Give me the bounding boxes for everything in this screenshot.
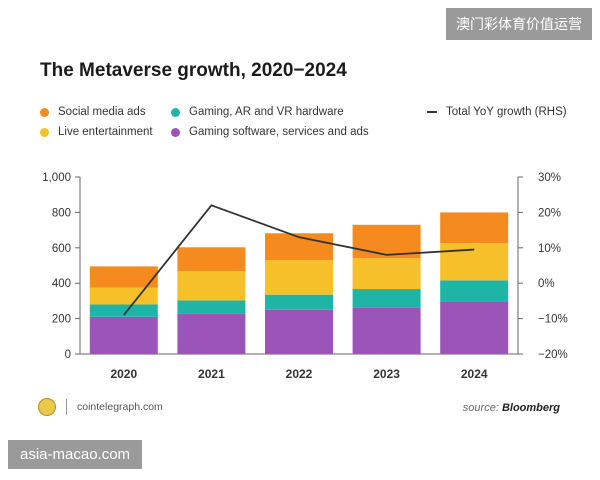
legend-item-gaming-hardware: Gaming, AR and VR hardware <box>171 106 344 118</box>
bar-segment-live-entertainment <box>440 243 509 281</box>
legend-label-social-media-ads: Social media ads <box>58 106 146 118</box>
bar-segment-live-entertainment <box>265 260 333 295</box>
y-left-tick-label: 600 <box>52 243 71 255</box>
x-tick-label: 2020 <box>110 367 137 381</box>
y-left-tick-label: 800 <box>52 207 71 219</box>
bar-segment-gaming-hardware <box>352 289 421 308</box>
y-right-tick-label: 30% <box>538 172 561 184</box>
footer-site: cointelegraph.com <box>77 401 163 413</box>
legend-label-gaming-software: Gaming software, services and ads <box>189 126 369 138</box>
bar-segment-social-media-ads <box>89 266 158 288</box>
bar-segment-gaming-software <box>440 301 509 354</box>
bar-segment-gaming-hardware <box>89 304 158 317</box>
watermark-bottom-left: asia-macao.com <box>8 440 143 469</box>
legend: Social media ads Live entertainment Gami… <box>40 106 570 146</box>
legend-swatch-social-media-ads <box>40 107 49 117</box>
cointelegraph-logo-icon <box>38 398 56 416</box>
legend-item-gaming-software: Gaming software, services and ads <box>171 126 369 138</box>
y-left-tick-label: 400 <box>52 278 71 290</box>
y-left-tick-label: 0 <box>65 349 71 361</box>
x-tick-label: 2023 <box>373 367 400 381</box>
bar-segment-gaming-hardware <box>177 300 246 314</box>
footer-brand: cointelegraph.com <box>38 398 163 416</box>
legend-label-growth: Total YoY growth (RHS) <box>446 106 567 118</box>
bar-segment-live-entertainment <box>89 287 158 305</box>
x-tick-label: 2022 <box>286 367 313 381</box>
bar-segment-gaming-hardware <box>265 294 333 310</box>
bar-segment-live-entertainment <box>177 271 246 301</box>
legend-item-live-entertainment: Live entertainment <box>40 126 153 138</box>
y-right-tick-label: −10% <box>538 314 568 326</box>
source-prefix: source: <box>462 402 502 414</box>
legend-item-social-media-ads: Social media ads <box>40 106 146 118</box>
bar-segment-gaming-hardware <box>440 280 509 302</box>
watermark-top-right: 澳门彩体育价值运营 <box>446 8 592 40</box>
y-right-tick-label: 10% <box>538 243 561 255</box>
footer-divider <box>66 399 67 415</box>
bar-segment-live-entertainment <box>352 258 421 290</box>
bar-segment-gaming-software <box>265 309 333 354</box>
bar-segment-social-media-ads <box>352 224 421 259</box>
legend-swatch-gaming-hardware <box>171 107 180 117</box>
y-left-tick-label: 200 <box>52 314 71 326</box>
bar-segment-social-media-ads <box>177 247 246 272</box>
legend-label-gaming-hardware: Gaming, AR and VR hardware <box>189 106 344 118</box>
growth-line <box>123 204 475 316</box>
y-left-tick-label: 1,000 <box>42 172 71 184</box>
source-name: Bloomberg <box>501 402 560 414</box>
y-right-tick-label: −20% <box>538 349 568 361</box>
legend-item-growth: Total YoY growth (RHS) <box>427 106 567 118</box>
bar-segment-gaming-software <box>89 316 158 354</box>
legend-swatch-growth <box>427 111 437 113</box>
legend-label-live-entertainment: Live entertainment <box>58 126 153 138</box>
stacked-bar-chart: 0 200 400 600 800 1,000 −20% −10% 0% 10% 20% 30% 202… <box>42 172 568 381</box>
x-tick-label: 2024 <box>461 367 488 381</box>
bar-segment-gaming-software <box>352 307 421 354</box>
legend-swatch-gaming-software <box>171 127 180 137</box>
y-right-tick-label: 20% <box>538 207 561 219</box>
source-credit: source: Bloomberg <box>463 402 560 414</box>
legend-swatch-live-entertainment <box>40 127 49 137</box>
y-right-tick-label: 0% <box>538 278 555 290</box>
bar-segment-gaming-software <box>177 313 246 354</box>
x-tick-label: 2021 <box>198 367 225 381</box>
bar-segment-social-media-ads <box>440 212 509 244</box>
chart-title: The Metaverse growth, 2020−2024 <box>40 60 347 81</box>
